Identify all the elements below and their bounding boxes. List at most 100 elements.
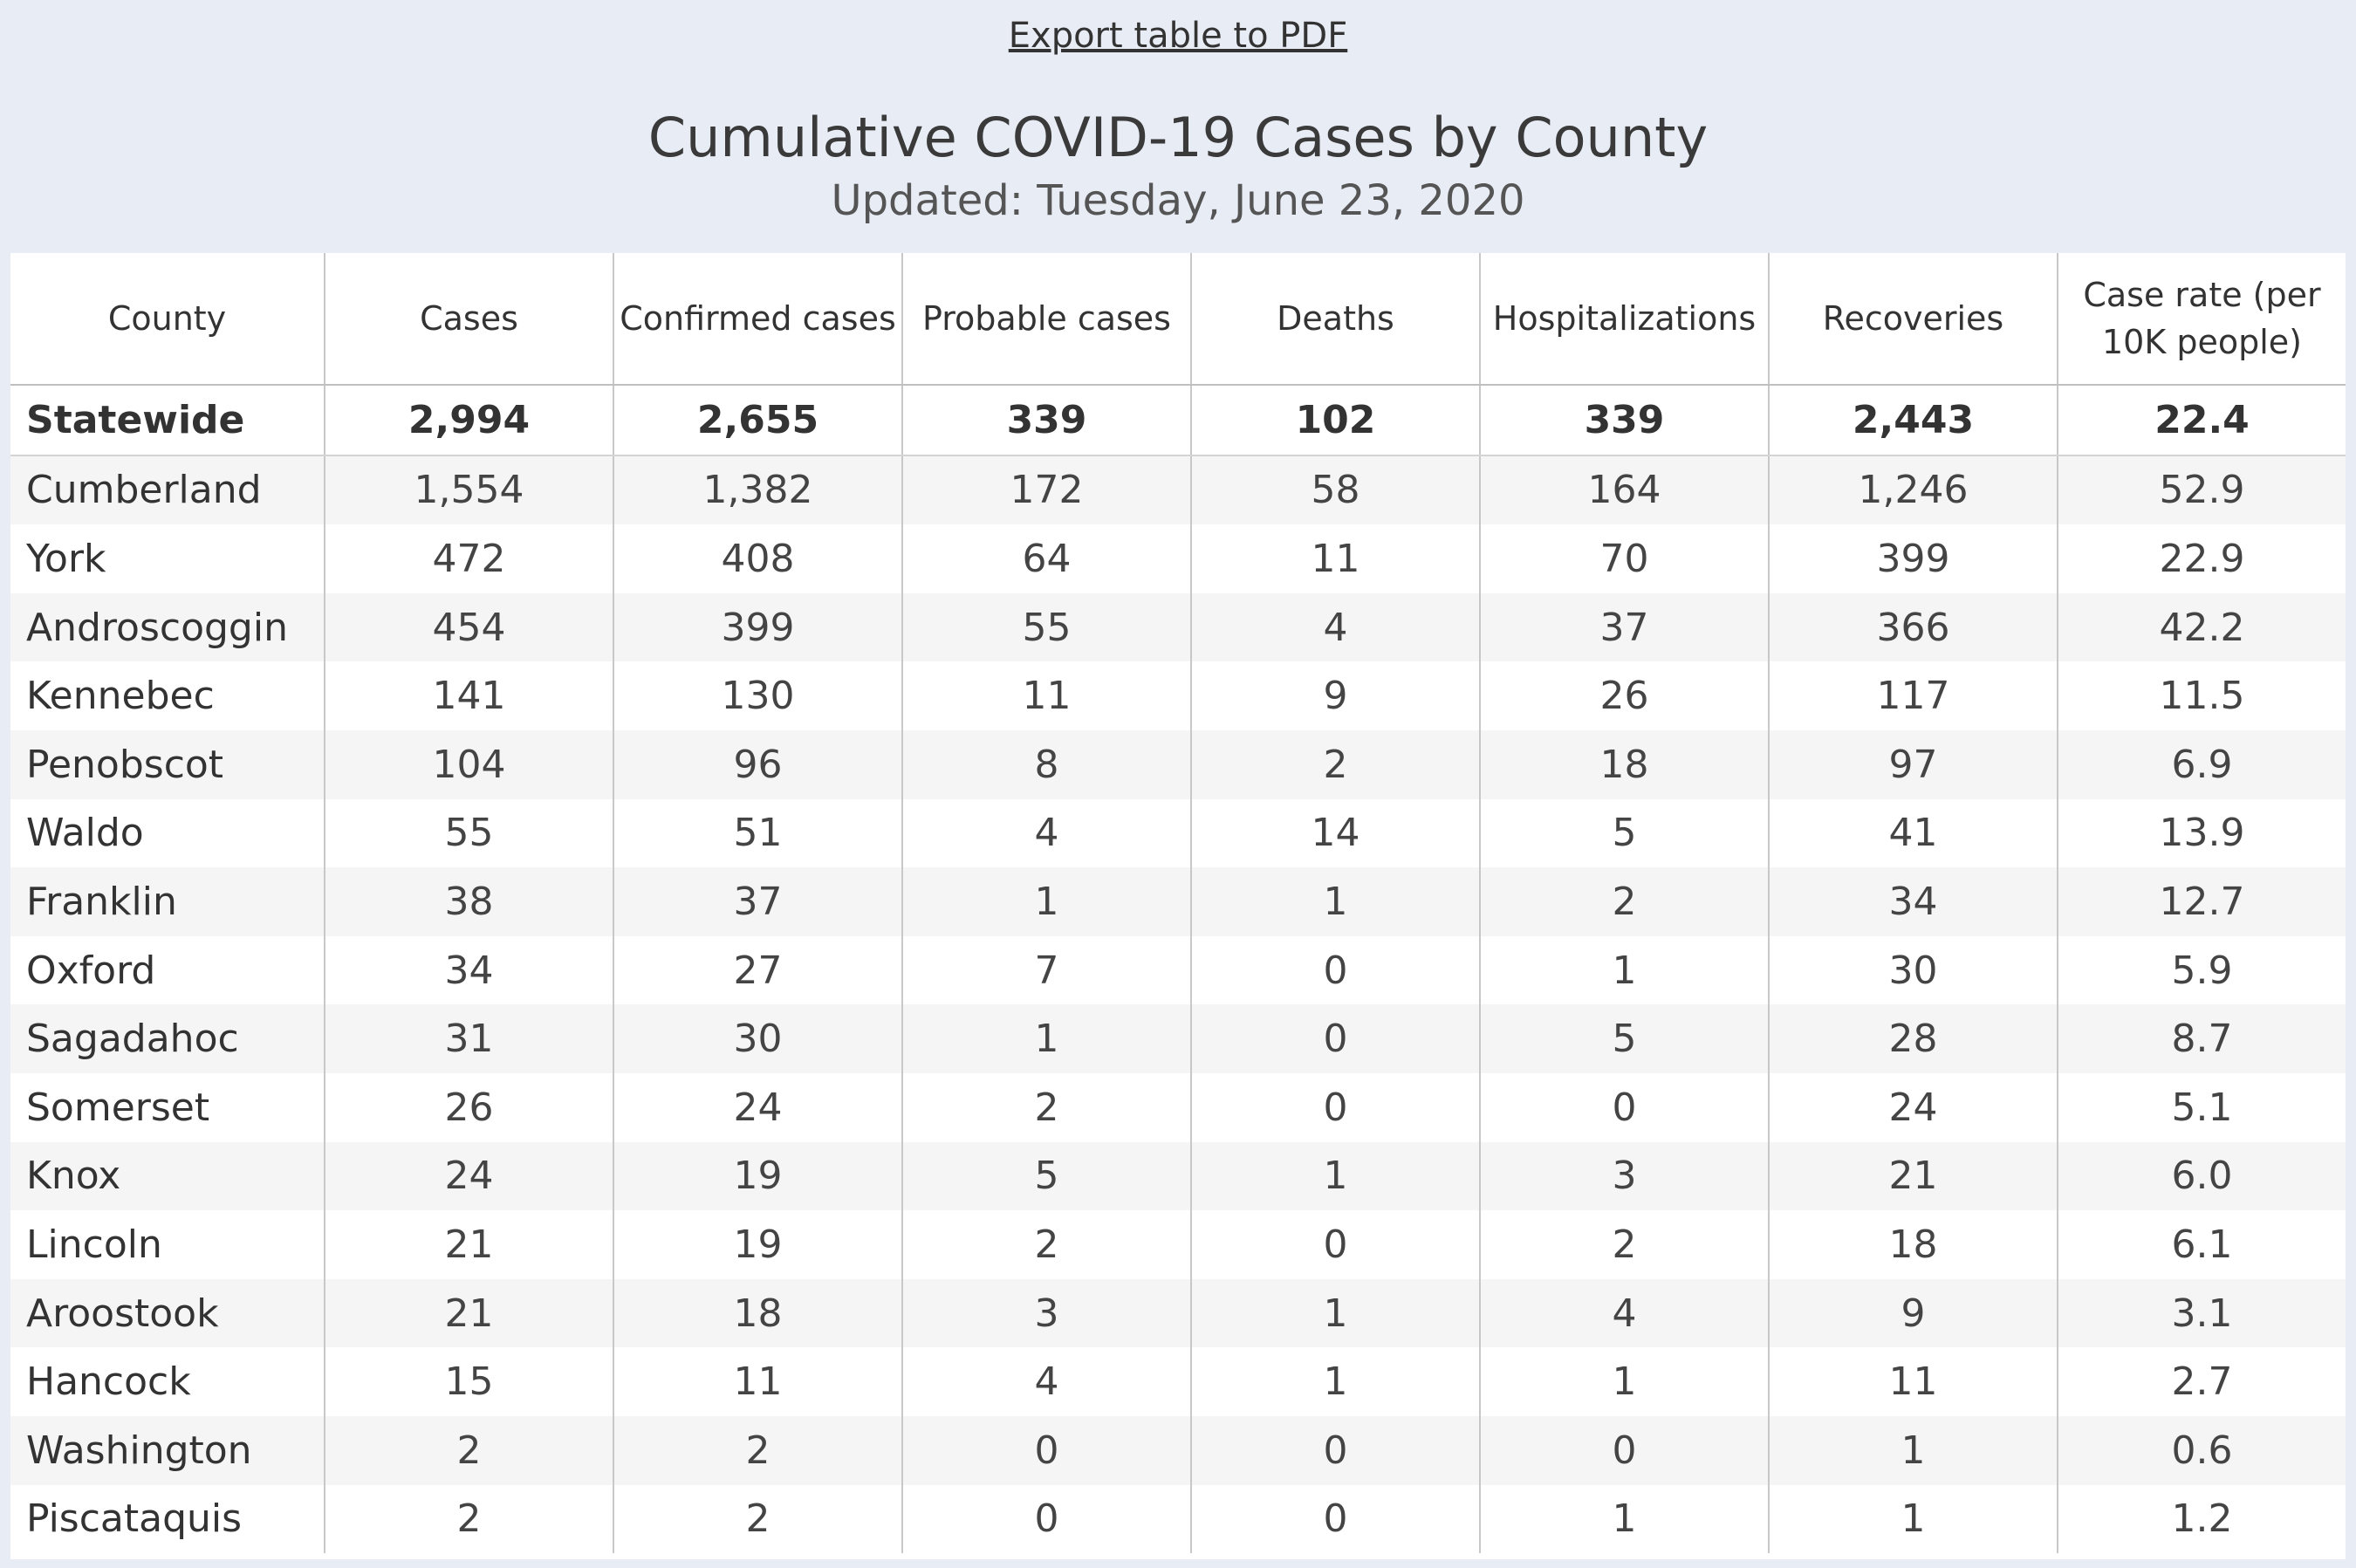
table-cell: 0 xyxy=(1480,1072,1770,1142)
table-cell: 1 xyxy=(1191,1347,1481,1416)
county-name-cell: Aroostook xyxy=(10,1278,325,1348)
table-cell: 4 xyxy=(902,1347,1192,1416)
table-cell: 1,246 xyxy=(1769,455,2058,525)
table-cell: 24 xyxy=(1769,1072,2058,1142)
table-cell: 9 xyxy=(1191,661,1481,730)
county-name-cell: Penobscot xyxy=(10,729,325,799)
county-name-cell: Piscataquis xyxy=(10,1484,325,1554)
table-cell: 2,994 xyxy=(325,385,614,456)
column-header-deaths[interactable]: Deaths xyxy=(1191,253,1481,386)
table-row: Washington 2 2 0 0 0 1 0.6 xyxy=(10,1415,2346,1485)
table-cell: 130 xyxy=(613,661,903,730)
table-cell: 172 xyxy=(902,455,1192,525)
table-cell: 1 xyxy=(1480,1347,1770,1416)
table-cell: 2,443 xyxy=(1769,385,2058,456)
column-header-case-rate[interactable]: Case rate (per 10K people) xyxy=(2058,253,2346,386)
table-cell: 141 xyxy=(325,661,614,730)
table-row: Franklin 38 37 1 1 2 34 12.7 xyxy=(10,867,2346,936)
column-header-recoveries[interactable]: Recoveries xyxy=(1769,253,2058,386)
table-cell: 1 xyxy=(1191,1141,1481,1211)
table-cell: 4 xyxy=(1480,1278,1770,1348)
table-row: Cumberland 1,554 1,382 172 58 164 1,246 52.9 xyxy=(10,455,2346,525)
table-header-row: County Cases Confirmed cases Probable ca… xyxy=(10,253,2346,386)
column-header-confirmed[interactable]: Confirmed cases xyxy=(613,253,903,386)
table-row: Penobscot 104 96 8 2 18 97 6.9 xyxy=(10,729,2346,799)
table-cell: 34 xyxy=(1769,867,2058,936)
county-name-cell: Kennebec xyxy=(10,661,325,730)
table-cell: 30 xyxy=(613,1004,903,1073)
table-row: Piscataquis 2 2 0 0 1 1 1.2 xyxy=(10,1484,2346,1554)
column-header-hospitalizations[interactable]: Hospitalizations xyxy=(1480,253,1770,386)
export-pdf-link[interactable]: Export table to PDF xyxy=(1008,16,1348,56)
table-cell: 28 xyxy=(1769,1004,2058,1073)
table-cell: 0 xyxy=(1191,935,1481,1005)
table-cell: 55 xyxy=(325,798,614,868)
table-cell: 408 xyxy=(613,524,903,593)
table-cell: 1 xyxy=(1769,1484,2058,1554)
table-cell: 42.2 xyxy=(2058,592,2346,662)
table-cell: 339 xyxy=(1480,385,1770,456)
table-cell: 5.9 xyxy=(2171,948,2233,993)
table-cell: 6.1 xyxy=(2171,1222,2233,1267)
table-cell: 18 xyxy=(1480,729,1770,799)
table-cell: 472 xyxy=(325,524,614,593)
table-cell: 8.7 xyxy=(2058,1004,2346,1073)
table-cell: 2 xyxy=(1480,1210,1770,1279)
table-cell: 14 xyxy=(1191,798,1481,868)
table-cell: 1,382 xyxy=(613,455,903,525)
county-table-container: County Cases Confirmed cases Probable ca… xyxy=(10,253,2346,1559)
statewide-row: Statewide 2,994 2,655 339 102 339 2,443 … xyxy=(10,385,2346,456)
table-row: Aroostook 21 18 3 1 4 9 3.1 xyxy=(10,1278,2346,1348)
table-cell: 55 xyxy=(902,592,1192,662)
table-cell: 22.9 xyxy=(2159,536,2245,581)
county-name-cell: Oxford xyxy=(10,935,325,1005)
table-cell: 1 xyxy=(1191,867,1481,936)
table-cell: 24 xyxy=(325,1141,614,1211)
table-cell: 15 xyxy=(325,1347,614,1416)
table-cell: 0 xyxy=(902,1484,1192,1554)
table-cell: 1 xyxy=(1480,935,1770,1005)
table-cell: 11 xyxy=(1191,524,1481,593)
table-cell: 2.7 xyxy=(2171,1359,2233,1405)
county-name-cell: Somerset xyxy=(10,1072,325,1142)
table-cell: 3.1 xyxy=(2058,1278,2346,1348)
table-cell: 30 xyxy=(1769,935,2058,1005)
table-cell: 7 xyxy=(902,935,1192,1005)
table-cell: 19 xyxy=(613,1210,903,1279)
table-row: Androscoggin 454 399 55 4 37 366 42.2 xyxy=(10,592,2346,662)
table-cell: 2,655 xyxy=(613,385,903,456)
table-cell: 11.5 xyxy=(2159,674,2245,719)
table-cell: 1 xyxy=(902,1004,1192,1073)
table-cell: 26 xyxy=(325,1072,614,1142)
table-cell: 1 xyxy=(1480,1484,1770,1554)
table-cell: 5 xyxy=(1480,1004,1770,1073)
column-header-county[interactable]: County xyxy=(10,253,325,386)
table-cell: 0 xyxy=(1480,1415,1770,1485)
table-row: York 472 408 64 11 70 399 22.9 xyxy=(10,524,2346,593)
table-cell: 8 xyxy=(902,729,1192,799)
table-row: Hancock 15 11 4 1 1 11 2.7 xyxy=(10,1347,2346,1416)
table-row: Somerset 26 24 2 0 0 24 5.1 xyxy=(10,1072,2346,1142)
table-cell: 21 xyxy=(325,1210,614,1279)
table-cell: 2 xyxy=(1191,729,1481,799)
table-row: Oxford 34 27 7 0 1 30 5.9 xyxy=(10,935,2346,1005)
table-cell: 1 xyxy=(902,867,1192,936)
table-cell: 11 xyxy=(613,1347,903,1416)
table-cell: 24 xyxy=(613,1072,903,1142)
county-name-cell: York xyxy=(10,524,325,593)
table-cell: 51 xyxy=(613,798,903,868)
table-cell: 26 xyxy=(1480,661,1770,730)
column-header-cases[interactable]: Cases xyxy=(325,253,614,386)
column-header-probable[interactable]: Probable cases xyxy=(902,253,1192,386)
table-cell: 0 xyxy=(1191,1484,1481,1554)
table-cell: 366 xyxy=(1769,592,2058,662)
county-name-cell: Cumberland xyxy=(10,455,325,525)
table-row: Waldo 55 51 4 14 5 41 13.9 xyxy=(10,798,2346,868)
table-cell: 37 xyxy=(1480,592,1770,662)
table-cell: 31 xyxy=(325,1004,614,1073)
table-cell: 1.2 xyxy=(2171,1496,2233,1542)
table-cell: 11 xyxy=(1769,1347,2058,1416)
table-cell: 58 xyxy=(1191,455,1481,525)
table-cell: 2 xyxy=(325,1484,614,1554)
table-cell: 2 xyxy=(902,1072,1192,1142)
